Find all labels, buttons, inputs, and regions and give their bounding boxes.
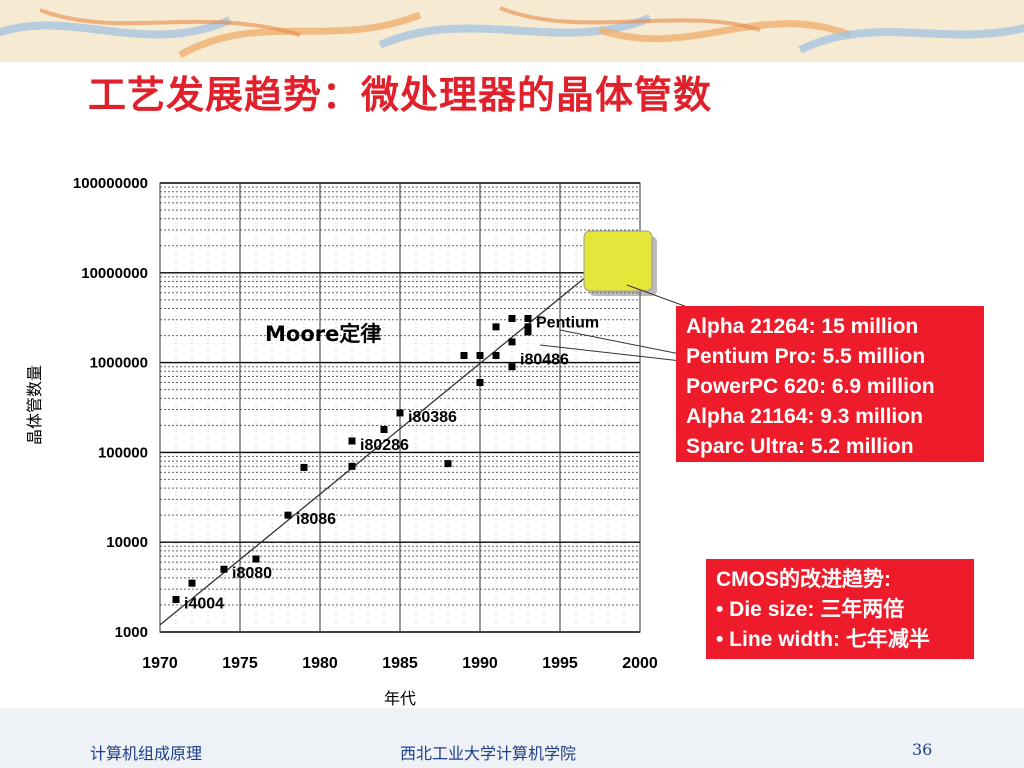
- callout-pointer: [626, 284, 691, 309]
- data-point: [492, 323, 500, 331]
- x-tick-label: 1995: [542, 655, 578, 672]
- moore-law-label: Moore定律: [265, 322, 381, 346]
- slide-title: 工艺发展趋势：微处理器的晶体管数: [88, 73, 713, 117]
- data-point: [460, 351, 468, 359]
- decorative-top-band: [0, 0, 1024, 62]
- callout-pointer: [559, 329, 691, 357]
- callout-line: Sparc Ultra: 5.2 million: [686, 435, 914, 458]
- data-point: [492, 351, 500, 359]
- processor-label: i8080: [232, 565, 272, 582]
- callout-line: Alpha 21164: 9.3 million: [686, 405, 923, 428]
- callout-line: Pentium Pro: 5.5 million: [686, 345, 926, 368]
- y-tick-label: 1000: [115, 624, 148, 641]
- callout-line: PowerPC 620: 6.9 million: [686, 375, 935, 398]
- x-tick-label: 2000: [622, 655, 658, 672]
- moore-trend-line: [159, 232, 641, 626]
- processor-label: i80386: [408, 409, 457, 426]
- callout-pointer: [539, 344, 691, 363]
- x-tick-label: 1980: [302, 655, 338, 672]
- processor-label: i4004: [184, 596, 224, 613]
- data-point: [508, 363, 516, 371]
- data-point: [348, 437, 356, 445]
- processor-label: Pentium: [536, 314, 599, 331]
- data-point: [220, 565, 228, 573]
- cmos-line: • Die size: 三年两倍: [716, 598, 905, 621]
- x-tick-label: 1970: [142, 655, 178, 672]
- data-point: [348, 462, 356, 470]
- processor-label: i80286: [360, 437, 409, 454]
- cmos-trend-box: CMOS的改进趋势: • Die size: 三年两倍 • Line width…: [706, 559, 974, 659]
- data-point: [252, 555, 260, 563]
- processor-label: i80486: [520, 351, 569, 368]
- data-point: [172, 596, 180, 604]
- y-tick-label: 100000: [98, 444, 148, 461]
- data-point: [380, 425, 388, 433]
- x-tick-label: 1985: [382, 655, 418, 672]
- decorative-swirls: [0, 6, 1024, 59]
- footer-course: 计算机组成原理: [90, 744, 203, 763]
- data-point: [524, 328, 532, 336]
- cmos-line: • Line width: 七年减半: [716, 628, 930, 651]
- data-point: [188, 579, 196, 587]
- data-point: [524, 314, 532, 322]
- y-axis-title: 晶体管数量: [25, 365, 44, 445]
- data-point: [444, 460, 452, 468]
- x-axis-title: 年代: [384, 689, 416, 708]
- data-point: [508, 338, 516, 346]
- data-point: [508, 314, 516, 322]
- decorative-bottom-band: [0, 708, 1024, 768]
- cmos-title: CMOS的改进趋势:: [716, 568, 891, 591]
- data-point: [300, 463, 308, 471]
- data-point: [476, 351, 484, 359]
- transistor-chart: 1000 10000 100000 1000000 10000000 100000000 1…: [25, 175, 691, 708]
- x-tick-label: 1990: [462, 655, 498, 672]
- page-number: 36: [912, 740, 933, 759]
- future-highlight-box: [583, 230, 653, 292]
- y-tick-label: 1000000: [90, 355, 148, 372]
- data-point: [396, 409, 404, 417]
- x-tick-label: 1975: [222, 655, 258, 672]
- y-tick-label: 10000000: [81, 265, 148, 282]
- callout-line: Alpha 21264: 15 million: [686, 315, 919, 338]
- data-point: [524, 323, 532, 331]
- processor-callout-box: Alpha 21264: 15 million Pentium Pro: 5.5…: [676, 306, 984, 462]
- y-tick-label: 100000000: [73, 175, 148, 192]
- data-point: [284, 511, 292, 519]
- footer-school: 西北工业大学计算机学院: [400, 744, 577, 763]
- data-point: [476, 379, 484, 387]
- y-tick-label: 10000: [106, 534, 148, 551]
- processor-label: i8086: [296, 511, 336, 528]
